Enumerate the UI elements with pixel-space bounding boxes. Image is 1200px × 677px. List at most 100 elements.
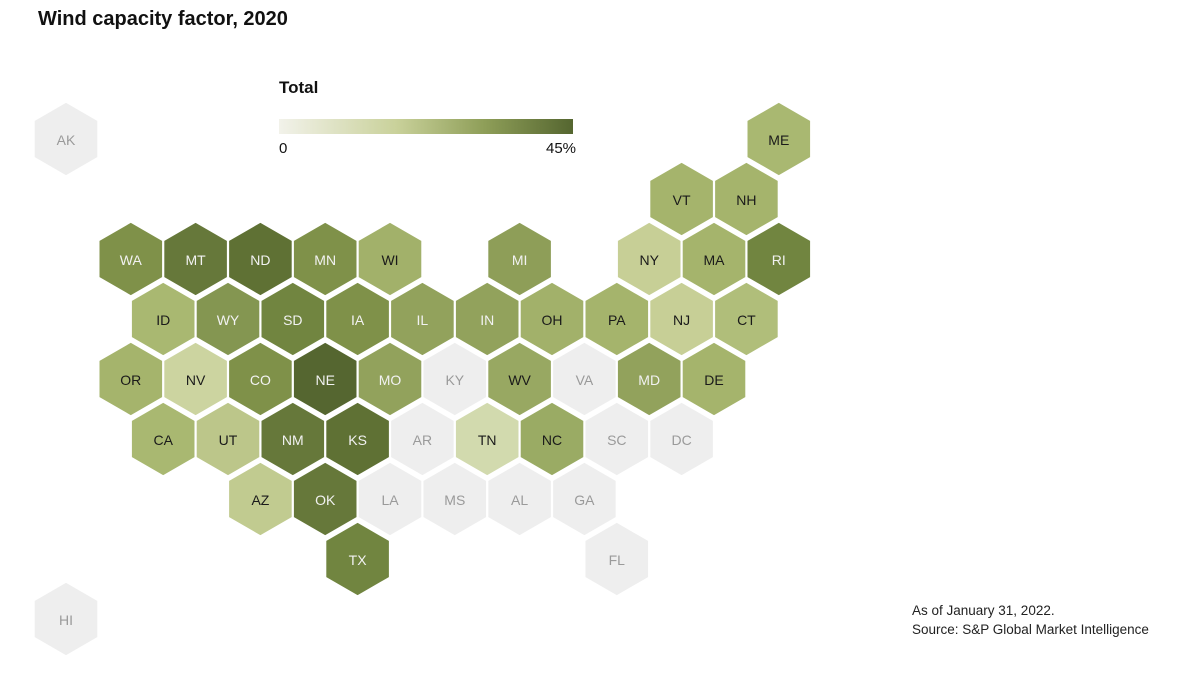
state-hex-nv: NV [162,341,229,417]
state-label: AL [511,492,528,508]
state-hex-me: ME [746,101,812,177]
hex-shape [33,101,99,177]
state-hex-sc: SC [584,401,650,477]
state-label: NJ [673,312,690,328]
state-hex-nd: ND [227,221,294,297]
state-hex-or: OR [98,341,164,417]
hex-shape [681,341,747,417]
state-label: IL [417,312,429,328]
state-label: HI [59,612,73,628]
state-label: NE [315,372,334,388]
state-label: OH [542,312,563,328]
state-hex-dc: DC [648,401,715,477]
state-label: MT [185,252,206,268]
state-hex-oh: OH [519,281,585,357]
state-label: OK [315,492,336,508]
hex-shape [486,221,553,297]
state-hex-az: AZ [227,461,294,537]
state-hex-vt: VT [648,161,715,237]
state-hex-ca: CA [130,401,196,477]
state-hex-wv: WV [486,341,553,417]
as-of-date: As of January 31, 2022. [912,603,1055,618]
state-label: WV [508,372,531,388]
state-label: PA [608,312,626,328]
hex-shape [713,161,780,237]
state-label: ID [156,312,170,328]
state-label: AR [413,432,432,448]
state-label: NC [542,432,562,448]
hex-shape [584,521,650,597]
hex-shape [551,461,618,537]
state-label: UT [219,432,238,448]
state-hex-nh: NH [713,161,780,237]
state-hex-de: DE [681,341,747,417]
state-label: MS [444,492,465,508]
state-label: WY [217,312,240,328]
state-label: RI [772,252,786,268]
state-label: AZ [251,492,269,508]
state-hex-fl: FL [584,521,650,597]
hex-shape [357,221,423,297]
legend-color-scale [279,119,573,134]
state-hex-in: IN [454,281,520,357]
state-hex-ga: GA [551,461,618,537]
state-label: OR [120,372,141,388]
state-label: ME [768,132,789,148]
state-label: CT [737,312,756,328]
state-label: MO [379,372,402,388]
hex-shape [324,521,391,597]
state-hex-va: VA [551,341,618,417]
state-label: MI [512,252,528,268]
state-hex-md: MD [616,341,682,417]
source-credit: Source: S&P Global Market Intelligence [912,622,1149,637]
legend-title: Total [279,78,319,97]
state-hex-nm: NM [260,401,326,477]
state-label: VT [673,192,691,208]
state-hex-ok: OK [292,461,358,537]
state-label: MD [638,372,660,388]
state-hex-al: AL [486,461,553,537]
state-label: TX [349,552,368,568]
state-label: SC [607,432,626,448]
state-hex-mt: MT [162,221,229,297]
state-label: NY [639,252,659,268]
state-hex-ar: AR [389,401,456,477]
state-hex-nc: NC [519,401,585,477]
state-hex-nj: NJ [648,281,715,357]
state-hex-ia: IA [324,281,391,357]
state-hex-hi: HI [33,581,99,657]
state-hex-tn: TN [454,401,520,477]
state-hex-wy: WY [195,281,261,357]
state-hex-ms: MS [422,461,488,537]
state-label: WA [120,252,143,268]
state-hex-mn: MN [292,221,358,297]
state-label: TN [478,432,497,448]
state-hex-la: LA [357,461,423,537]
state-hex-ut: UT [195,401,261,477]
state-label: LA [381,492,399,508]
state-hex-mi: MI [486,221,553,297]
state-label: MN [314,252,336,268]
state-label: MA [704,252,726,268]
state-label: FL [609,552,626,568]
state-hex-ky: KY [422,341,488,417]
state-hex-mo: MO [357,341,423,417]
state-hex-ny: NY [616,221,682,297]
hex-shape [713,281,780,357]
state-label: NH [736,192,756,208]
state-label: ND [250,252,270,268]
state-hex-id: ID [130,281,196,357]
state-hex-ks: KS [324,401,391,477]
hex-shape [746,221,812,297]
state-hex-wi: WI [357,221,423,297]
state-label: KY [445,372,464,388]
state-hex-tx: TX [324,521,391,597]
footer-note: As of January 31, 2022. Source: S&P Glob… [912,601,1149,639]
state-label: IA [351,312,365,328]
state-label: NV [186,372,206,388]
state-hex-pa: PA [584,281,650,357]
state-label: VA [576,372,594,388]
state-hex-co: CO [227,341,294,417]
hex-shape [648,401,715,477]
